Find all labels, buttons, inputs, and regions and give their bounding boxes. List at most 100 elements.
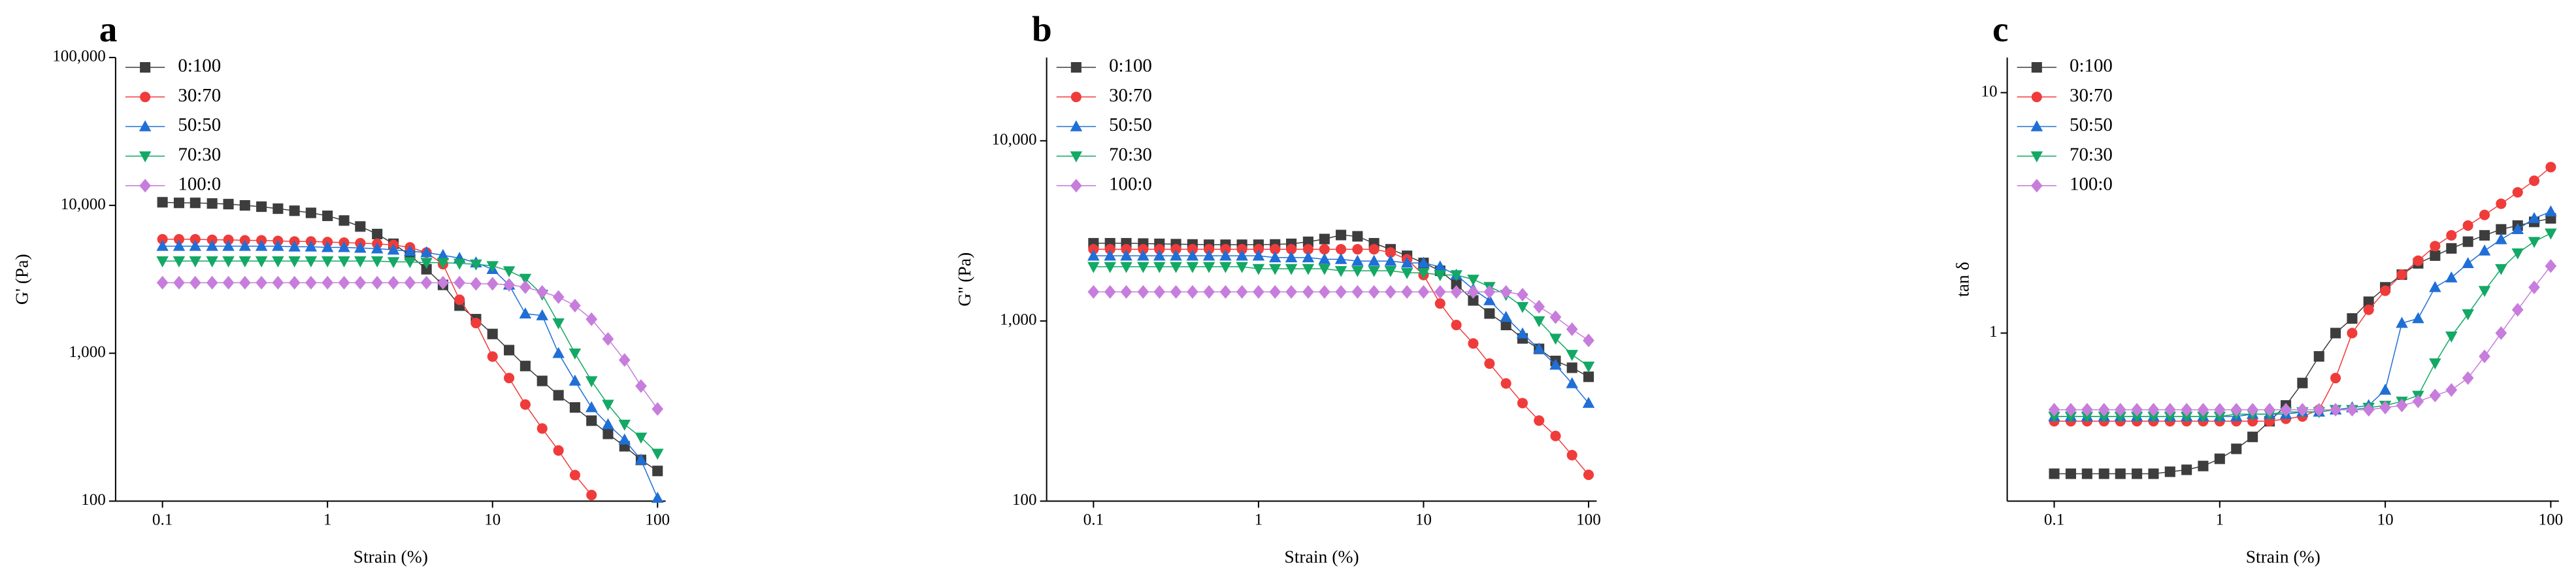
legend-marker (1070, 92, 1082, 103)
x-tick-label: 100 (1576, 511, 1601, 528)
marker (1137, 284, 1149, 299)
legend-label: 70:30 (1109, 144, 1152, 165)
marker (1219, 284, 1232, 299)
marker (322, 211, 333, 222)
marker (239, 239, 252, 251)
marker (173, 197, 185, 209)
x-tick-label: 0.1 (1083, 511, 1104, 528)
marker (2528, 175, 2540, 186)
legend-label: 50:50 (1109, 114, 1152, 135)
marker (1236, 262, 1248, 273)
marker (1352, 231, 1363, 242)
chart: b Strain (%) G'' (Pa) 0.1 1 10 100 100 1,000 10,0… (954, 9, 1601, 567)
marker (586, 415, 597, 426)
y-tick-label: 1 (1989, 323, 1998, 341)
marker (1202, 262, 1215, 273)
marker (437, 258, 450, 269)
marker (585, 376, 598, 388)
marker (2330, 403, 2341, 417)
marker (1368, 265, 1380, 277)
marker (1120, 262, 1132, 273)
marker (2429, 388, 2441, 403)
marker (1468, 295, 1479, 306)
legend-marker (140, 92, 151, 103)
marker (354, 241, 367, 253)
panel-label: c (1992, 9, 2009, 49)
marker (652, 466, 663, 477)
marker (2412, 312, 2424, 324)
marker (1153, 262, 1166, 273)
marker (519, 273, 532, 285)
marker (288, 240, 301, 252)
marker (1252, 264, 1265, 275)
marker (2528, 212, 2541, 224)
marker (2247, 403, 2258, 417)
marker (173, 239, 186, 251)
marker (1268, 251, 1281, 263)
marker (453, 258, 466, 270)
marker (569, 469, 580, 481)
marker (1483, 284, 1496, 299)
marker (288, 275, 301, 290)
marker (2379, 383, 2392, 395)
marker (2528, 280, 2540, 294)
marker (156, 256, 169, 267)
marker (2363, 296, 2374, 307)
marker (552, 347, 565, 358)
marker (2213, 411, 2226, 423)
marker (1318, 252, 1331, 264)
marker (272, 275, 284, 290)
marker (272, 256, 284, 267)
legend-marker (139, 179, 151, 193)
marker (1434, 260, 1447, 272)
marker (1484, 358, 1495, 369)
marker (552, 318, 565, 330)
marker (1137, 249, 1149, 261)
marker (222, 275, 235, 290)
marker (1269, 284, 1281, 299)
marker (1302, 264, 1315, 275)
marker (2346, 403, 2358, 417)
marker (2396, 269, 2407, 281)
x-tick-label: 1 (1255, 511, 1263, 528)
marker (338, 241, 350, 252)
marker (2413, 255, 2424, 266)
marker (2429, 358, 2441, 369)
series-line (162, 282, 658, 409)
marker (2130, 411, 2143, 423)
marker (2297, 377, 2308, 388)
marker (1302, 251, 1315, 263)
marker (189, 239, 202, 251)
legend-label: 30:70 (2070, 85, 2113, 106)
x-tick-label: 10 (2377, 511, 2394, 528)
marker (2330, 373, 2341, 384)
marker (1368, 254, 1380, 266)
marker (2214, 453, 2225, 464)
marker (1549, 310, 1562, 324)
legend-label: 50:50 (2070, 114, 2113, 135)
legend-marker (2030, 120, 2043, 131)
marker (2231, 443, 2242, 454)
x-axis-label: Strain (%) (1284, 547, 1359, 567)
marker (173, 256, 186, 267)
marker (305, 207, 316, 218)
marker (2446, 230, 2457, 241)
marker (190, 233, 201, 245)
marker (2081, 468, 2092, 479)
legend-label: 30:70 (1109, 85, 1152, 106)
legend-label: 100:0 (2070, 174, 2113, 195)
marker (651, 491, 664, 503)
marker (1319, 244, 1330, 255)
marker (1517, 398, 1528, 409)
x-tick-label: 10 (1415, 511, 1432, 528)
marker (256, 201, 267, 213)
marker (1467, 275, 1479, 286)
marker (1219, 249, 1232, 261)
series-line (2054, 233, 2551, 417)
marker (1220, 244, 1231, 255)
marker (1088, 244, 1099, 255)
marker (2247, 432, 2258, 443)
y-tick-label: 100 (81, 491, 106, 509)
marker (2462, 220, 2473, 231)
